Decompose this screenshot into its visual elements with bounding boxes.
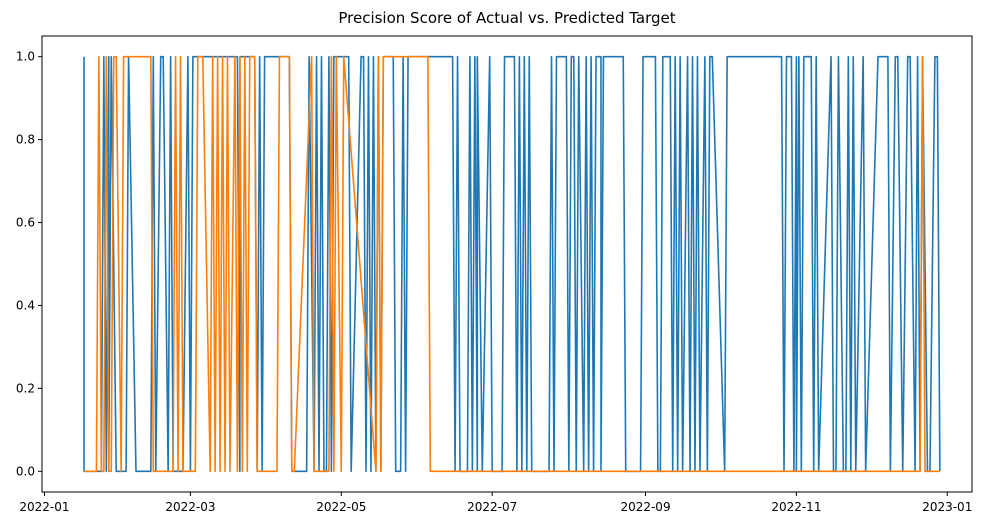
- series-layer: [83, 55, 941, 473]
- y-tick-label: 0.2: [16, 381, 35, 395]
- x-tick-label: 2022-11: [771, 500, 821, 514]
- y-tick-label: 0.4: [16, 298, 35, 312]
- y-tick-label: 0.0: [16, 464, 35, 478]
- x-tick-label: 2023-01: [922, 500, 972, 514]
- series-line-2: [84, 55, 940, 473]
- x-tick-label: 2022-09: [620, 500, 670, 514]
- plot-frame: [41, 35, 973, 493]
- x-tick-label: 2022-01: [19, 500, 69, 514]
- series-line-1: [83, 55, 941, 473]
- y-axis: 0.0 0.2 0.4 0.6 0.8 1.0: [16, 50, 42, 478]
- y-tick-label: 0.8: [16, 133, 35, 147]
- x-tick-label: 2022-03: [165, 500, 215, 514]
- y-tick-label: 0.6: [16, 216, 35, 230]
- x-tick-label: 2022-05: [316, 500, 366, 514]
- chart-title: Precision Score of Actual vs. Predicted …: [338, 9, 675, 27]
- x-axis: 2022-01 2022-03 2022-05 2022-07 2022-09 2022-…: [19, 492, 972, 514]
- y-tick-label: 1.0: [16, 50, 35, 64]
- x-tick-label: 2022-07: [467, 500, 517, 514]
